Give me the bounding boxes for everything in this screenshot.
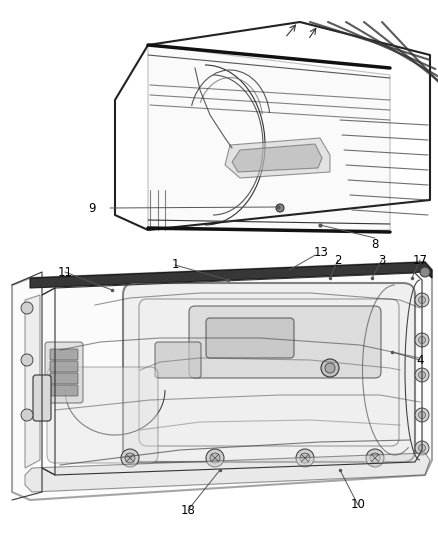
- FancyBboxPatch shape: [33, 375, 51, 421]
- Circle shape: [125, 453, 135, 463]
- Circle shape: [418, 336, 425, 343]
- FancyBboxPatch shape: [50, 385, 78, 396]
- Circle shape: [415, 441, 429, 455]
- Circle shape: [418, 372, 425, 378]
- Text: 18: 18: [180, 504, 195, 516]
- Circle shape: [206, 449, 224, 467]
- FancyBboxPatch shape: [139, 299, 399, 446]
- Circle shape: [296, 449, 314, 467]
- Text: 11: 11: [57, 265, 73, 279]
- FancyBboxPatch shape: [45, 342, 83, 403]
- Polygon shape: [225, 138, 330, 178]
- Polygon shape: [25, 295, 40, 468]
- Circle shape: [325, 363, 335, 373]
- Text: 13: 13: [314, 246, 328, 259]
- Circle shape: [420, 267, 430, 277]
- FancyBboxPatch shape: [50, 349, 78, 360]
- FancyBboxPatch shape: [123, 283, 415, 462]
- Circle shape: [276, 204, 284, 212]
- Text: 1: 1: [171, 259, 179, 271]
- Text: 4: 4: [416, 353, 424, 367]
- FancyBboxPatch shape: [50, 361, 78, 372]
- Circle shape: [300, 453, 310, 463]
- Polygon shape: [232, 144, 322, 172]
- FancyBboxPatch shape: [155, 342, 201, 378]
- Text: 10: 10: [350, 498, 365, 512]
- FancyBboxPatch shape: [47, 367, 158, 463]
- Circle shape: [321, 359, 339, 377]
- Circle shape: [418, 296, 425, 303]
- Circle shape: [415, 293, 429, 307]
- Circle shape: [21, 302, 33, 314]
- Circle shape: [121, 449, 139, 467]
- Polygon shape: [30, 262, 432, 288]
- Text: 9: 9: [88, 201, 96, 214]
- FancyBboxPatch shape: [206, 318, 294, 358]
- Circle shape: [418, 445, 425, 451]
- Text: 17: 17: [413, 254, 427, 266]
- Circle shape: [415, 368, 429, 382]
- Circle shape: [210, 453, 220, 463]
- Circle shape: [418, 411, 425, 418]
- Circle shape: [366, 449, 384, 467]
- Text: 3: 3: [378, 254, 386, 266]
- FancyBboxPatch shape: [50, 373, 78, 384]
- Polygon shape: [12, 262, 432, 500]
- Text: 8: 8: [371, 238, 379, 252]
- Text: 2: 2: [334, 254, 342, 266]
- FancyBboxPatch shape: [189, 306, 381, 378]
- Polygon shape: [25, 453, 430, 492]
- Polygon shape: [148, 45, 390, 230]
- Circle shape: [21, 354, 33, 366]
- Circle shape: [370, 453, 380, 463]
- Circle shape: [415, 408, 429, 422]
- Circle shape: [21, 409, 33, 421]
- Circle shape: [415, 333, 429, 347]
